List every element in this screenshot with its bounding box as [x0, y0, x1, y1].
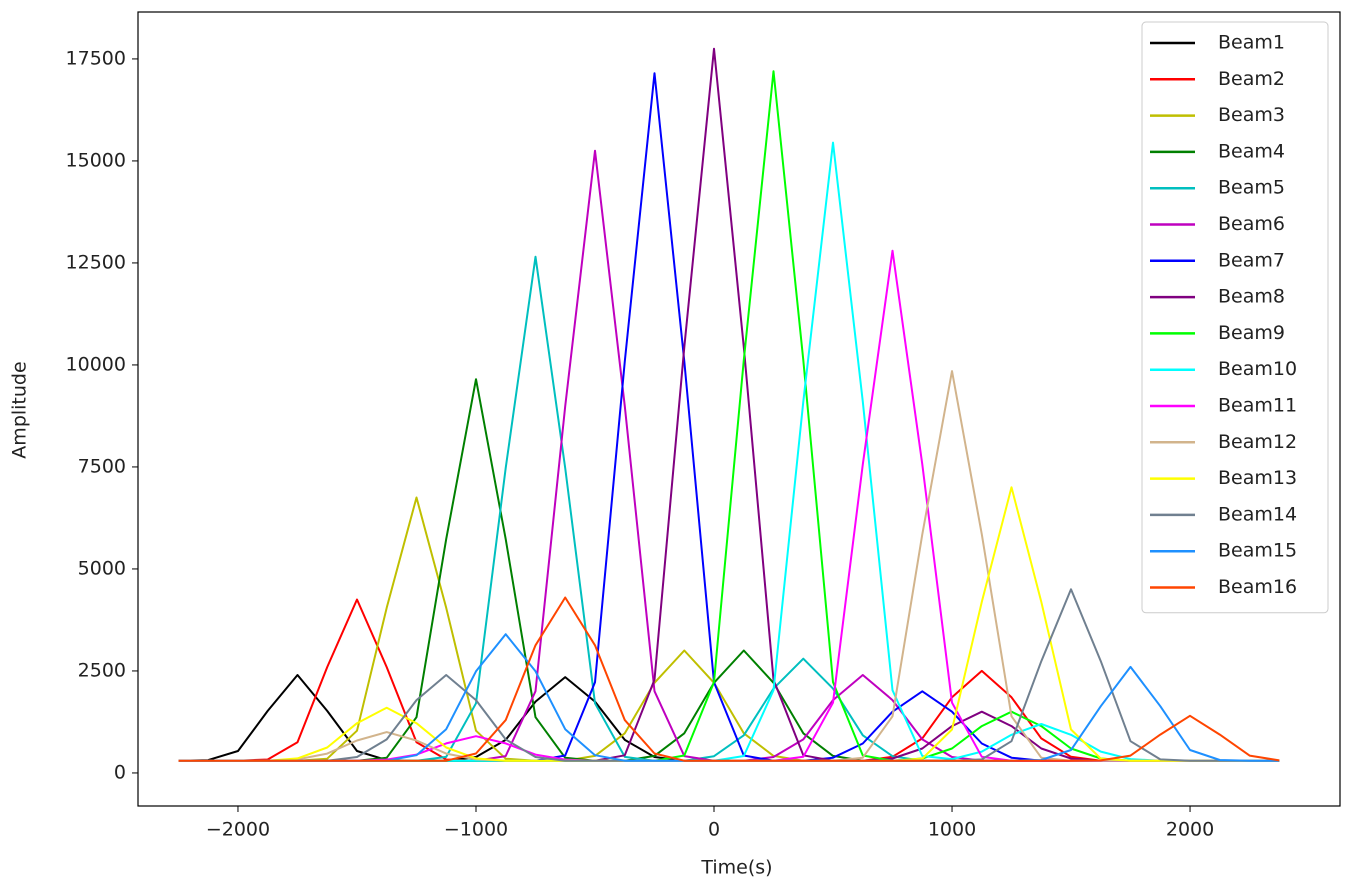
beam-line	[178, 249, 1280, 762]
legend-label: Beam10	[1218, 358, 1297, 380]
x-tick-label: 0	[708, 819, 720, 841]
beam-line	[178, 370, 1280, 762]
legend-label: Beam2	[1218, 68, 1285, 90]
legend-label: Beam3	[1218, 104, 1285, 126]
beam-line	[178, 596, 1280, 762]
y-tick-label: 5000	[78, 557, 126, 579]
legend-label: Beam12	[1218, 431, 1297, 453]
legend-box	[1141, 21, 1329, 614]
legend-label: Beam14	[1218, 503, 1297, 525]
legend-label: Beam7	[1218, 249, 1285, 271]
legend-label: Beam4	[1218, 140, 1285, 162]
legend: Beam1 Beam2 Beam3 Beam4 Beam5 Beam6 Beam7 Beam8…	[1141, 21, 1329, 614]
y-tick-label: 0	[114, 761, 126, 783]
beam-line	[178, 378, 1280, 762]
y-tick-label: 17500	[66, 47, 126, 69]
x-axis-label: Time(s)	[700, 857, 772, 879]
legend-label: Beam6	[1218, 213, 1285, 235]
legend-label: Beam9	[1218, 322, 1285, 344]
y-tick-label: 2500	[78, 659, 126, 681]
y-axis-label: Amplitude	[9, 361, 31, 458]
legend-label: Beam1	[1218, 32, 1285, 54]
legend-label: Beam5	[1218, 177, 1285, 199]
beam-line	[178, 598, 1280, 762]
beam-line	[178, 72, 1280, 762]
beam-line	[178, 149, 1280, 762]
x-tick-label: 2000	[1166, 819, 1214, 841]
legend-label: Beam11	[1218, 395, 1297, 417]
beam-line	[178, 47, 1280, 762]
y-tick-label: 10000	[66, 353, 126, 375]
legend-label: Beam16	[1218, 576, 1297, 598]
y-tick-label: 7500	[78, 455, 126, 477]
legend-label: Beam15	[1218, 540, 1297, 562]
plot-frame	[137, 11, 1341, 807]
beam-line	[178, 255, 1280, 762]
x-tick-label: 1000	[928, 819, 976, 841]
y-tick-label: 12500	[66, 251, 126, 273]
x-tick-label: −1000	[444, 819, 508, 841]
legend-label: Beam13	[1218, 467, 1297, 489]
legend-label: Beam8	[1218, 286, 1285, 308]
beam-line	[178, 70, 1280, 762]
y-tick-label: 15000	[66, 149, 126, 171]
x-tick-label: −2000	[206, 819, 270, 841]
